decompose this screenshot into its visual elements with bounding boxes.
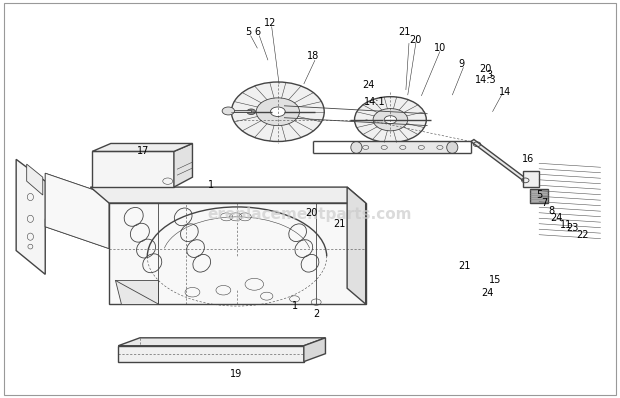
Text: 6: 6 xyxy=(254,27,260,37)
Polygon shape xyxy=(45,219,109,249)
Text: 20: 20 xyxy=(479,64,491,74)
Text: 2: 2 xyxy=(313,309,319,319)
Text: 21: 21 xyxy=(458,261,471,271)
Polygon shape xyxy=(92,143,192,151)
Text: 24: 24 xyxy=(481,289,494,298)
Text: 14:1: 14:1 xyxy=(364,97,386,107)
Polygon shape xyxy=(109,203,366,304)
Circle shape xyxy=(384,116,397,124)
Text: 17: 17 xyxy=(137,146,149,156)
Polygon shape xyxy=(27,164,43,195)
Polygon shape xyxy=(91,187,366,203)
Circle shape xyxy=(231,82,324,142)
Polygon shape xyxy=(229,110,251,112)
Polygon shape xyxy=(118,346,304,362)
Polygon shape xyxy=(118,338,326,346)
Text: 8: 8 xyxy=(548,206,554,216)
Circle shape xyxy=(222,107,234,115)
Polygon shape xyxy=(304,338,326,362)
Text: ereplacementparts.com: ereplacementparts.com xyxy=(208,207,412,222)
Text: 1: 1 xyxy=(208,180,214,190)
Text: 22: 22 xyxy=(576,230,588,240)
Text: 9: 9 xyxy=(459,59,464,69)
Text: 20: 20 xyxy=(409,35,422,45)
Text: 21: 21 xyxy=(334,219,346,228)
Text: 20: 20 xyxy=(305,208,317,218)
Text: 11: 11 xyxy=(560,220,572,230)
Polygon shape xyxy=(471,140,529,183)
Circle shape xyxy=(373,109,408,131)
Text: 14: 14 xyxy=(498,87,511,97)
Polygon shape xyxy=(174,143,192,187)
Polygon shape xyxy=(523,171,539,187)
Circle shape xyxy=(247,109,255,115)
Polygon shape xyxy=(16,159,45,274)
Polygon shape xyxy=(347,187,366,304)
Text: 14:3: 14:3 xyxy=(475,75,497,85)
Circle shape xyxy=(270,107,285,117)
Ellipse shape xyxy=(351,142,362,153)
Text: 23: 23 xyxy=(566,222,578,232)
Text: 7: 7 xyxy=(541,198,547,208)
Polygon shape xyxy=(45,173,109,249)
Circle shape xyxy=(256,98,299,126)
Text: 24: 24 xyxy=(550,213,562,222)
Text: 18: 18 xyxy=(307,51,319,61)
Text: 15: 15 xyxy=(489,275,502,285)
Text: 19: 19 xyxy=(229,369,242,378)
Ellipse shape xyxy=(447,142,458,153)
Text: 10: 10 xyxy=(434,43,446,53)
Text: 5: 5 xyxy=(245,27,251,37)
Polygon shape xyxy=(529,189,548,203)
Polygon shape xyxy=(109,195,242,203)
Text: 21: 21 xyxy=(398,27,410,37)
Text: 24: 24 xyxy=(362,80,374,90)
Text: 3: 3 xyxy=(486,70,492,80)
Polygon shape xyxy=(115,280,159,304)
Text: 12: 12 xyxy=(264,18,276,27)
Text: 16: 16 xyxy=(521,154,534,164)
Polygon shape xyxy=(356,142,452,153)
Circle shape xyxy=(355,97,427,142)
Polygon shape xyxy=(92,151,174,187)
Text: 1: 1 xyxy=(291,301,298,311)
Text: 5: 5 xyxy=(536,190,542,200)
Polygon shape xyxy=(45,173,109,203)
